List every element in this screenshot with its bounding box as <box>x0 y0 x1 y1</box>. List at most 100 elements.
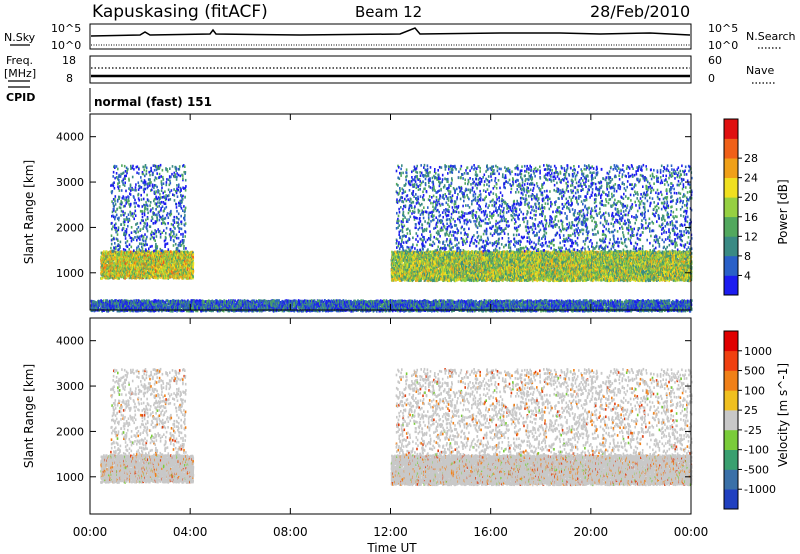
echo-cell <box>161 196 164 199</box>
echo-cell <box>175 178 178 181</box>
echo-cell <box>161 214 164 218</box>
echo-cell <box>155 242 157 246</box>
echo-cell <box>119 262 122 266</box>
echo-cell <box>161 168 164 172</box>
echo-cell <box>124 181 126 185</box>
echo-cell <box>145 249 147 252</box>
echo-cell <box>124 268 126 272</box>
echo-cell <box>174 242 177 246</box>
echo-cell <box>163 250 165 254</box>
echo-cell <box>114 257 116 260</box>
echo-cell <box>179 174 182 178</box>
echo-cell <box>148 247 150 251</box>
echo-cell <box>192 253 195 256</box>
echo-cell <box>152 173 154 176</box>
echo-cell <box>156 172 158 175</box>
echo-cell <box>103 256 106 259</box>
echo-cell <box>165 205 168 209</box>
echo-cell <box>154 256 157 259</box>
echo-cell <box>146 271 149 274</box>
echo-cell <box>127 213 130 216</box>
echo-cell <box>109 258 111 261</box>
freq-tick-top: 18 <box>62 54 76 67</box>
echo-cell <box>129 258 132 262</box>
echo-cell <box>169 181 172 185</box>
echo-cell <box>143 250 145 253</box>
echo-cell <box>122 248 125 251</box>
echo-cell <box>164 190 166 193</box>
echo-cell <box>119 255 122 259</box>
echo-cell <box>141 212 144 215</box>
echo-cell <box>152 222 155 225</box>
echo-cell <box>134 186 137 189</box>
echo-cell <box>158 259 160 262</box>
echo-cell <box>165 181 168 184</box>
echo-cell <box>391 250 393 254</box>
echo-cell <box>158 218 161 222</box>
echo-cell <box>435 255 438 258</box>
echo-cell <box>126 245 129 248</box>
echo-cell <box>138 204 140 208</box>
echo-cell <box>136 254 138 258</box>
echo-cell <box>169 233 172 236</box>
echo-cell <box>139 185 141 188</box>
echo-cell <box>155 230 158 233</box>
echo-cell <box>149 201 152 204</box>
echo-cell <box>128 251 131 254</box>
echo-cell <box>145 172 148 176</box>
echo-cell <box>145 169 148 173</box>
echo-cell <box>124 251 126 255</box>
echo-cell <box>114 242 116 245</box>
freq-label-bottom: [MHz] <box>4 67 36 80</box>
echo-cell <box>149 178 151 181</box>
echo-cell <box>119 206 122 210</box>
echo-cell <box>113 204 115 208</box>
echo-cell <box>156 275 158 278</box>
echo-cell <box>122 181 124 184</box>
echo-cell <box>116 207 119 211</box>
echo-cell <box>150 181 152 184</box>
echo-cell <box>124 241 127 244</box>
echo-cell <box>159 263 162 266</box>
echo-cell <box>148 263 150 266</box>
echo-cell <box>120 172 122 176</box>
echo-cell <box>160 265 163 268</box>
echo-cell <box>129 261 132 264</box>
echo-cell <box>134 205 136 209</box>
echo-cell <box>161 263 163 266</box>
echo-cell <box>175 233 178 237</box>
cpid-text: normal (fast) 151 <box>94 95 212 109</box>
echo-cell <box>158 266 161 270</box>
echo-cell <box>158 190 160 193</box>
echo-cell <box>173 240 175 243</box>
echo-cell <box>141 260 144 263</box>
echo-cell <box>184 235 186 238</box>
echo-cell <box>144 180 147 184</box>
echo-cell <box>124 204 126 208</box>
echo-cell <box>133 201 136 205</box>
echo-cell <box>118 181 121 184</box>
echo-cell <box>173 221 176 224</box>
echo-cell <box>184 195 186 199</box>
echo-cell <box>118 263 120 267</box>
echo-cell <box>104 262 107 265</box>
echo-cell <box>130 226 133 229</box>
echo-cell <box>121 265 124 269</box>
echo-cell <box>173 219 176 222</box>
echo-cell <box>184 206 187 210</box>
echo-cell <box>142 165 144 169</box>
echo-cell <box>136 171 138 175</box>
echo-cell <box>112 256 115 259</box>
echo-cell <box>155 270 157 274</box>
echo-cell <box>182 232 184 236</box>
echo-cell <box>144 262 147 265</box>
echo-cell <box>101 256 104 259</box>
echo-cell <box>148 170 150 174</box>
echo-cell <box>118 189 121 192</box>
echo-cell <box>185 247 187 250</box>
echo-cell <box>143 225 145 228</box>
echo-cell <box>141 215 144 219</box>
echo-cell <box>154 213 157 217</box>
echo-cell <box>136 222 139 225</box>
echo-cell <box>145 166 148 170</box>
